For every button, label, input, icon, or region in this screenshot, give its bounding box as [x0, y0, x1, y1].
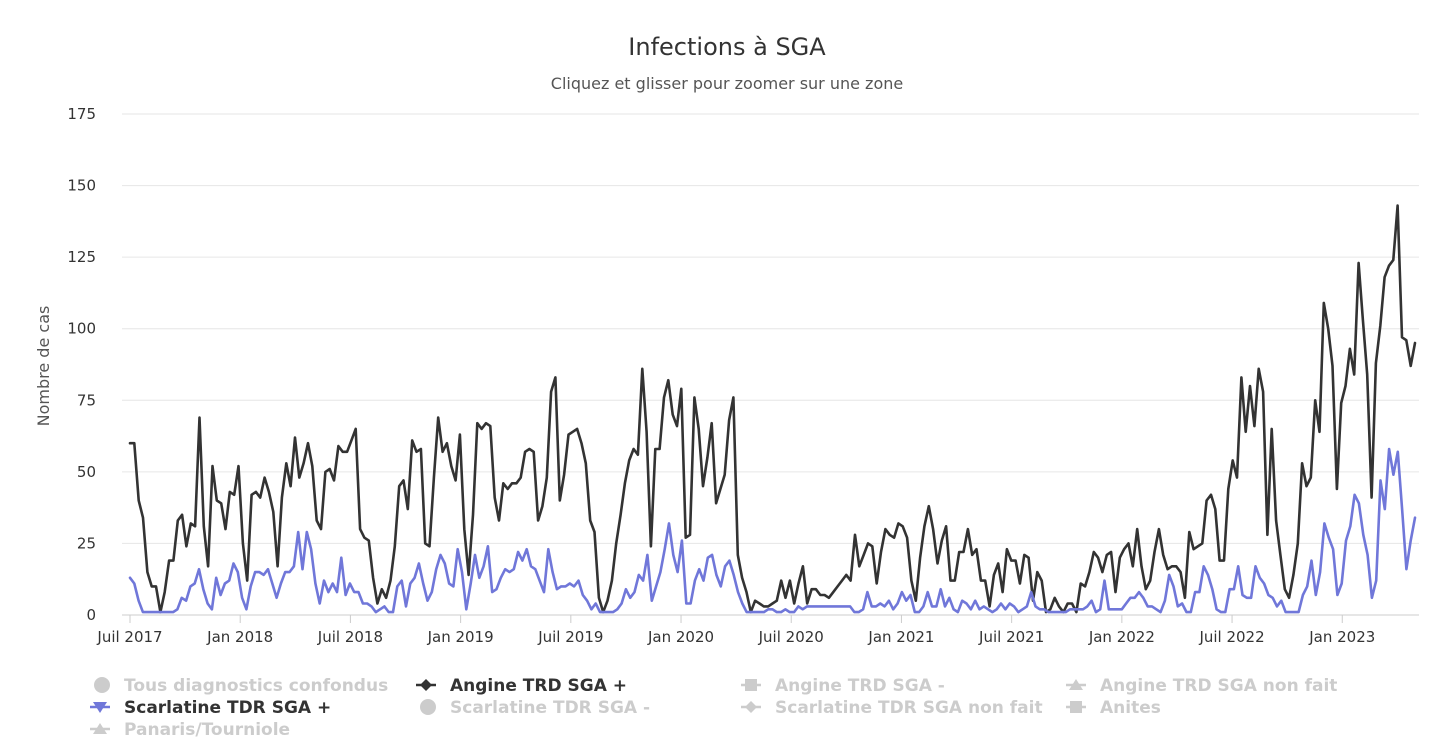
y-axis-label: Nombre de cas — [34, 306, 53, 427]
legend-symbol-square — [1070, 701, 1082, 713]
x-tick-label: Jan 2023 — [1308, 628, 1375, 646]
y-axis-ticks: 0 25 50 75 100 125 150 175 — [67, 105, 96, 624]
legend-item[interactable]: Panaris/Tourniole — [90, 720, 290, 740]
x-tick-label: Juil 2018 — [317, 628, 383, 646]
legend-symbol-triangle-down — [93, 702, 107, 713]
x-tick-label: Jan 2022 — [1088, 628, 1155, 646]
legend-item[interactable]: Tous diagnostics confondus — [94, 676, 388, 696]
x-tick-label: Jan 2018 — [206, 628, 273, 646]
legend-label: Panaris/Tourniole — [124, 720, 290, 740]
legend-label: Tous diagnostics confondus — [124, 676, 388, 696]
y-tick-label: 0 — [86, 606, 96, 624]
legend-symbol-diamond — [745, 701, 757, 713]
legend-item[interactable]: Scarlatine TDR SGA + — [90, 698, 331, 718]
legend-label: Angine TRD SGA non fait — [1100, 676, 1337, 696]
legend-item[interactable]: Scarlatine TDR SGA - — [420, 698, 650, 718]
legend-symbol-triangle — [93, 723, 107, 734]
legend-label: Anites — [1100, 698, 1161, 718]
legend-label: Angine TRD SGA + — [450, 676, 627, 696]
legend-item[interactable]: Anites — [1066, 698, 1161, 718]
legend-symbol-diamond — [420, 679, 432, 691]
legend-symbol-circle — [94, 677, 110, 693]
x-tick-label: Jan 2020 — [647, 628, 714, 646]
chart-title: Infections à SGA — [628, 33, 826, 61]
x-axis-ticks: Juil 2017 Jan 2018 Juil 2018 Jan 2019 Juil 2… — [96, 615, 1375, 646]
x-tick-label: Jan 2019 — [427, 628, 494, 646]
series-layer — [128, 204, 1417, 614]
legend-label: Scarlatine TDR SGA - — [450, 698, 650, 718]
x-tick-label: Jan 2021 — [867, 628, 934, 646]
y-tick-label: 25 — [77, 534, 96, 552]
legend-symbol-circle — [420, 699, 436, 715]
y-tick-label: 175 — [67, 105, 96, 123]
x-tick-label: Juil 2020 — [758, 628, 824, 646]
y-tick-label: 50 — [77, 463, 96, 481]
x-tick-label: Juil 2021 — [978, 628, 1044, 646]
legend-label: Angine TRD SGA - — [775, 676, 945, 696]
grid-layer — [122, 113, 1419, 616]
legend-symbol-triangle — [1069, 679, 1083, 690]
y-tick-label: 150 — [67, 177, 96, 195]
x-tick-label: Juil 2022 — [1198, 628, 1264, 646]
y-tick-label: 75 — [77, 391, 96, 409]
legend-item[interactable]: Angine TRD SGA - — [741, 676, 945, 696]
legend-label: Scarlatine TDR SGA non fait — [775, 698, 1043, 718]
chart-subtitle: Cliquez et glisser pour zoomer sur une z… — [551, 74, 903, 93]
y-tick-label: 100 — [67, 320, 96, 338]
legend: Tous diagnostics confondus Angine TRD SGA… — [90, 676, 1337, 740]
legend-label: Scarlatine TDR SGA + — [124, 698, 331, 718]
legend-item[interactable]: Scarlatine TDR SGA non fait — [741, 698, 1043, 718]
x-tick-label: Juil 2017 — [96, 628, 162, 646]
legend-symbol-square — [745, 679, 757, 691]
legend-item[interactable]: Angine TRD SGA + — [416, 676, 627, 696]
x-tick-label: Juil 2019 — [537, 628, 603, 646]
y-tick-label: 125 — [67, 248, 96, 266]
legend-item[interactable]: Angine TRD SGA non fait — [1066, 676, 1337, 696]
series-line-0[interactable] — [128, 204, 1417, 614]
series-line-1[interactable] — [128, 447, 1417, 614]
